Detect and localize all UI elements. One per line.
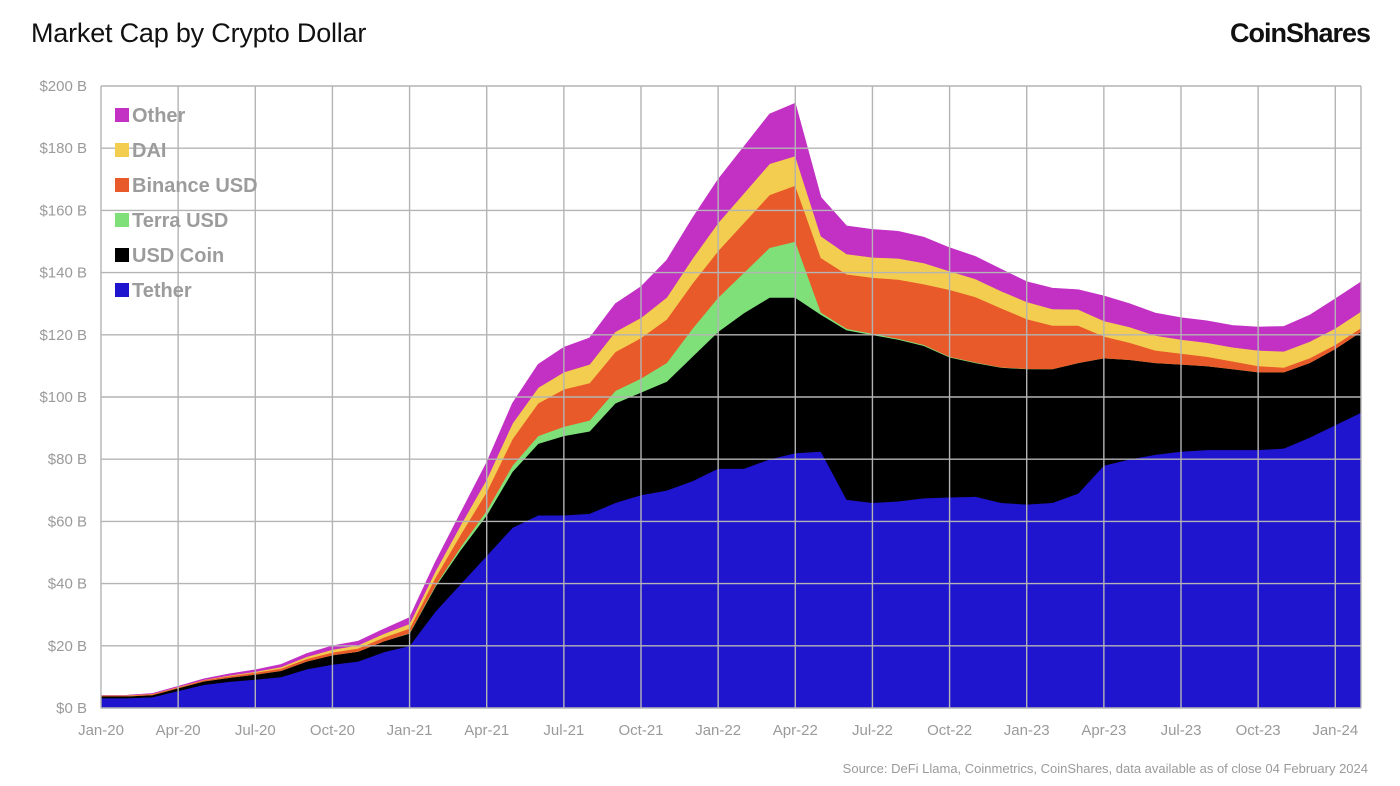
chart-title: Market Cap by Crypto Dollar [31, 18, 367, 48]
area-layers [100, 102, 1362, 709]
x-tick-label: Jan-20 [78, 722, 124, 739]
x-tick-label: Jan-21 [387, 722, 433, 739]
x-tick-label: Apr-21 [464, 722, 509, 739]
y-tick-label: $0 B [56, 700, 87, 717]
x-tick-label: Jan-24 [1312, 722, 1358, 739]
y-tick-label: $140 B [39, 265, 87, 282]
x-tick-label: Oct-20 [310, 722, 355, 739]
legend-swatch-usd-coin [115, 248, 129, 262]
legend: Other DAI Binance USD Terra USD USD Coin Teth… [115, 105, 258, 302]
legend-swatch-tether [115, 283, 129, 297]
x-tick-label: Oct-21 [618, 722, 663, 739]
x-tick-label: Jul-20 [235, 722, 276, 739]
legend-swatch-dai [115, 143, 129, 157]
x-tick-label: Jan-22 [695, 722, 741, 739]
legend-swatch-terra-usd [115, 213, 129, 227]
x-tick-label: Jan-23 [1004, 722, 1050, 739]
grid-lines [100, 85, 1362, 709]
y-tick-label: $100 B [39, 389, 87, 406]
legend-label-dai: DAI [132, 140, 166, 162]
source-note: Source: DeFi Llama, Coinmetrics, CoinSha… [842, 761, 1368, 776]
x-axis-ticks: Jan-20 Apr-20 Jul-20 Oct-20 Jan-21 Apr-21 Jul-… [78, 722, 1358, 739]
y-tick-label: $180 B [39, 140, 87, 157]
legend-label-terra-usd: Terra USD [132, 210, 228, 232]
y-tick-label: $120 B [39, 327, 87, 344]
y-tick-label: $20 B [48, 638, 87, 655]
legend-label-usd-coin: USD Coin [132, 245, 224, 267]
coinshares-logo: CoinShares [1229, 18, 1371, 48]
x-tick-label: Apr-20 [156, 722, 201, 739]
legend-swatch-other [115, 108, 129, 122]
y-axis-ticks: $0 B $20 B $40 B $60 B $80 B $100 B $120 B $140… [39, 78, 87, 717]
y-tick-label: $200 B [39, 78, 87, 95]
x-tick-label: Jul-22 [852, 722, 893, 739]
legend-label-tether: Tether [132, 280, 192, 302]
x-tick-label: Jul-21 [543, 722, 584, 739]
x-tick-label: Jul-23 [1161, 722, 1202, 739]
y-tick-label: $40 B [48, 576, 87, 593]
legend-label-other: Other [132, 105, 186, 127]
x-tick-label: Apr-23 [1081, 722, 1126, 739]
legend-swatch-binance-usd [115, 178, 129, 192]
y-tick-label: $160 B [39, 202, 87, 219]
x-tick-label: Apr-22 [773, 722, 818, 739]
y-tick-label: $80 B [48, 451, 87, 468]
legend-label-binance-usd: Binance USD [132, 175, 258, 197]
x-tick-label: Oct-22 [927, 722, 972, 739]
y-tick-label: $60 B [48, 513, 87, 530]
x-tick-label: Oct-23 [1236, 722, 1281, 739]
